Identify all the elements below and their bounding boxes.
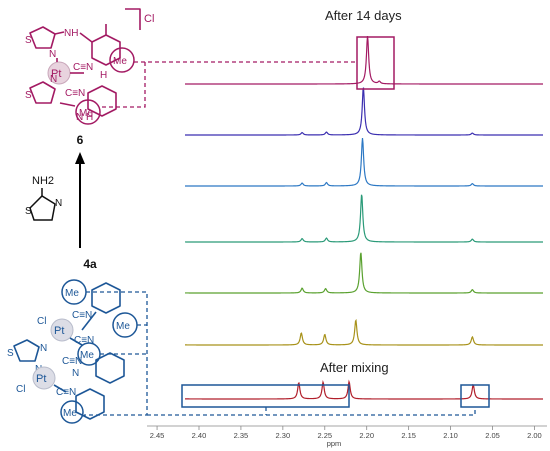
nmr-spectra-stack [184, 35, 543, 400]
compound-4a-number: 4a [83, 257, 97, 271]
cn-label-4a-3: C≡N [62, 356, 82, 367]
compound-6-connectors [100, 61, 357, 108]
x-tick-label: 2.45 [150, 431, 165, 440]
platinum-label-4a-2: Pt [36, 373, 46, 385]
thiazole-s2-label: S [25, 90, 32, 101]
reagent-s-label: S [25, 206, 32, 217]
x-tick-label: 2.10 [443, 431, 458, 440]
hydrogen-label-bottom: H [86, 112, 93, 123]
thiazole-n-label: N [49, 49, 56, 60]
cn-label-top: C≡N [73, 62, 93, 73]
platinum-label-4a-1: Pt [54, 325, 64, 337]
x-tick-label: 2.25 [317, 431, 332, 440]
thiazole-n2-label: N [50, 74, 57, 85]
compound-4a-connectors [84, 291, 476, 416]
x-tick-label: 2.35 [234, 431, 249, 440]
compound-4a-structure: Me Me C≡N Pt Cl C≡N S N N Me C≡N N Pt Cl… [7, 279, 138, 424]
methyl-label-bottom: Me [79, 108, 93, 119]
x-tick-label: 2.20 [359, 431, 374, 440]
platinum-label-6: Pt [51, 68, 61, 80]
cn-label-4a-1: C≡N [72, 310, 92, 321]
chloride-label-2: Cl [16, 384, 25, 395]
spectrum-trace-5 [184, 252, 543, 294]
spectrum-trace-4 [185, 194, 543, 243]
x-axis-label: ppm [327, 439, 342, 448]
methyl-label-4a-4: Me [63, 408, 77, 419]
nitrogen-label-4a: N [72, 368, 79, 379]
spectrum-trace-1 [185, 35, 543, 85]
nitrogen-label-bottom: N [76, 112, 83, 123]
thiazole-s-label: S [25, 35, 32, 46]
compound-6-structure: Cl S N NH Pt C≡N H C≡N Me S N N H Me [25, 8, 154, 125]
reaction-arrow [75, 152, 85, 248]
compound-6-number: 6 [77, 133, 84, 147]
cn-label-bottom: C≡N [65, 88, 85, 99]
counter-ion-label: Cl [144, 13, 154, 25]
methyl-label-4a-3: Me [80, 350, 94, 361]
x-tick-label: 2.00 [527, 431, 542, 440]
spectrum-trace-6 [185, 318, 543, 346]
spectrum-trace-2 [185, 87, 543, 136]
bottom-caption: After mixing [320, 360, 389, 375]
x-tick-label: 2.15 [401, 431, 416, 440]
reagent-n-label: N [55, 198, 62, 209]
hydrogen-label: H [100, 70, 107, 81]
spectrum-trace-7 [184, 379, 543, 400]
chloride-label-1: Cl [37, 316, 46, 327]
right-peak-highlight-box [460, 384, 490, 408]
top-peak-highlight-box [356, 36, 395, 90]
x-tick-label: 2.40 [192, 431, 207, 440]
methyl-label-4a-1: Me [65, 288, 79, 299]
methyl-label-top: Me [113, 56, 127, 67]
reagent-nh2-label: NH2 [32, 175, 54, 187]
x-tick-label: 2.05 [485, 431, 500, 440]
x-axis-ticks: 2.45 2.40 2.35 2.30 2.25 2.20 2.15 2.10 2.05 2.00 [150, 426, 542, 440]
methyl-label-4a-2: Me [116, 321, 130, 332]
top-caption: After 14 days [325, 8, 402, 23]
amine-nh-label: NH [64, 28, 78, 39]
spectrum-trace-3 [185, 137, 543, 187]
thiazole-n-label-4a: N [40, 343, 47, 354]
x-tick-label: 2.30 [276, 431, 291, 440]
cn-label-4a-2: C≡N [74, 335, 94, 346]
aminothiazole-reagent: NH2 S N [25, 175, 62, 221]
thiazole-s-label-4a: S [7, 348, 14, 359]
cn-label-4a-4: C≡N [56, 387, 76, 398]
x-axis: 2.45 2.40 2.35 2.30 2.25 2.20 2.15 2.10 2.05 2.00… [147, 425, 547, 448]
